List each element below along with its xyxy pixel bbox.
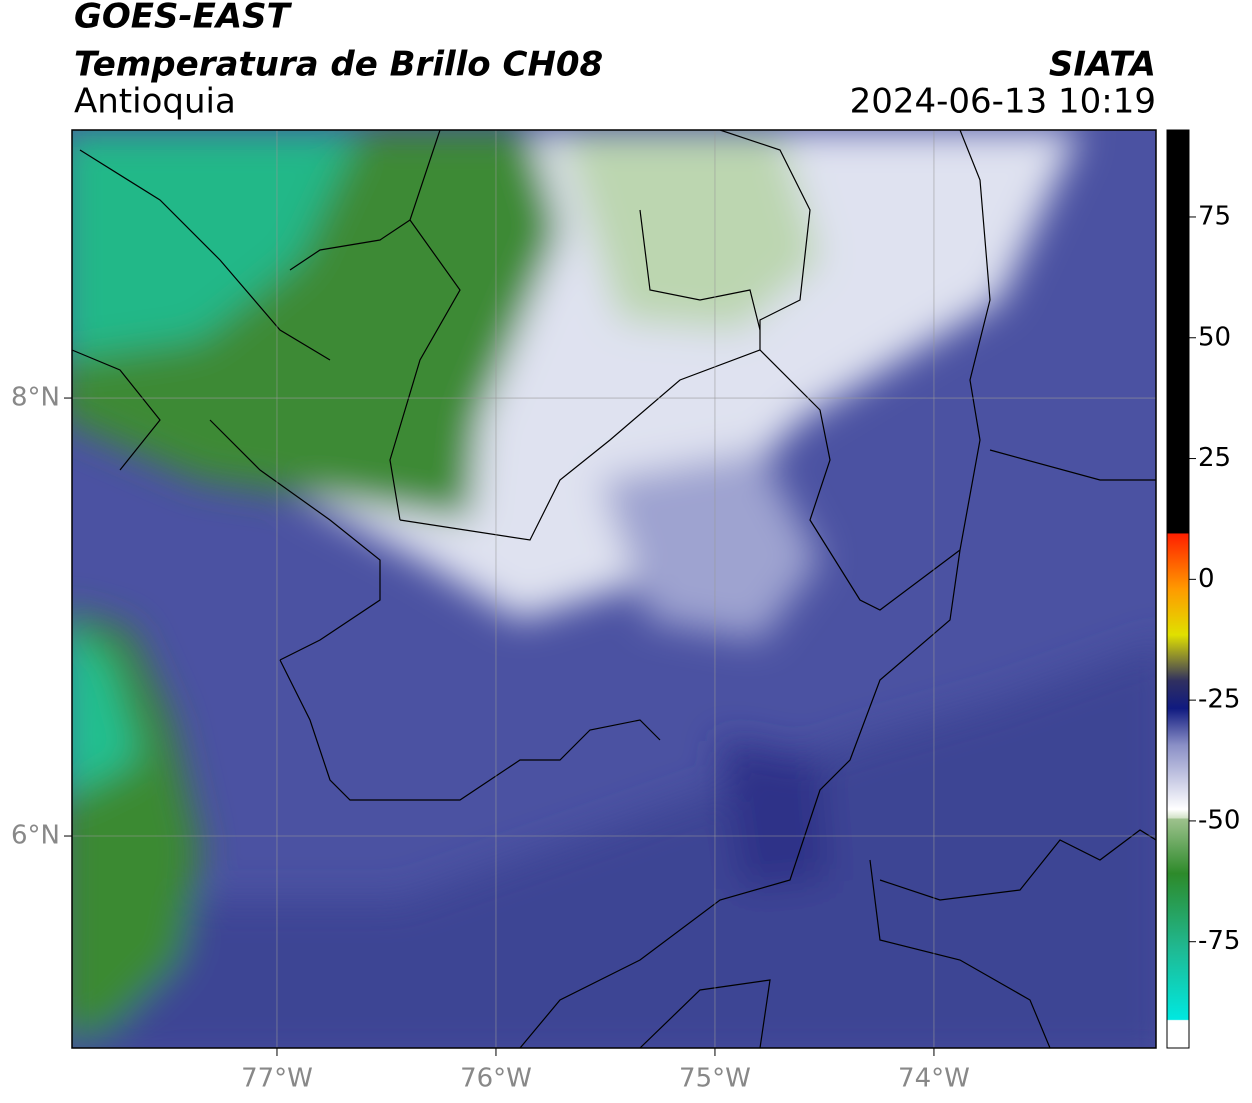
colorbar-tick-label: -75 <box>1198 926 1240 956</box>
region: Antioquia <box>74 82 236 122</box>
y-tick-label: 8°N <box>11 383 60 413</box>
datetime: 2024-06-13 10:19 <box>850 82 1156 122</box>
source: SIATA <box>1049 45 1156 85</box>
colorbar-tick-label: -25 <box>1198 685 1240 715</box>
colorbar-tick-label: -50 <box>1198 805 1240 835</box>
subtitle: Temperatura de Brillo CH08 <box>74 45 603 85</box>
colorbar-tick-label: 75 <box>1198 201 1231 231</box>
graticule <box>72 130 1156 1048</box>
colorbar-tick-label: 25 <box>1198 443 1231 473</box>
x-tick-label: 77°W <box>241 1064 313 1094</box>
title: GOES-EAST <box>74 0 293 37</box>
x-tick-label: 74°W <box>898 1064 970 1094</box>
colorbar <box>1166 129 1190 1049</box>
map-frame <box>71 129 1157 1049</box>
y-tick-label: 6°N <box>11 821 60 851</box>
colorbar-tick-label: 0 <box>1198 564 1215 594</box>
satellite-image <box>72 130 1156 1048</box>
x-tick-label: 76°W <box>460 1064 532 1094</box>
colorbar-tick-label: 50 <box>1198 322 1231 352</box>
x-tick-label: 75°W <box>679 1064 751 1094</box>
